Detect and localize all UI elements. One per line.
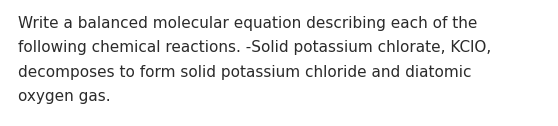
Text: Write a balanced molecular equation describing each of the: Write a balanced molecular equation desc… (18, 16, 478, 31)
Text: oxygen gas.: oxygen gas. (18, 89, 110, 104)
Text: following chemical reactions. -Solid potassium chlorate, KClO,: following chemical reactions. -Solid pot… (18, 40, 491, 55)
Text: decomposes to form solid potassium chloride and diatomic: decomposes to form solid potassium chlor… (18, 65, 472, 80)
